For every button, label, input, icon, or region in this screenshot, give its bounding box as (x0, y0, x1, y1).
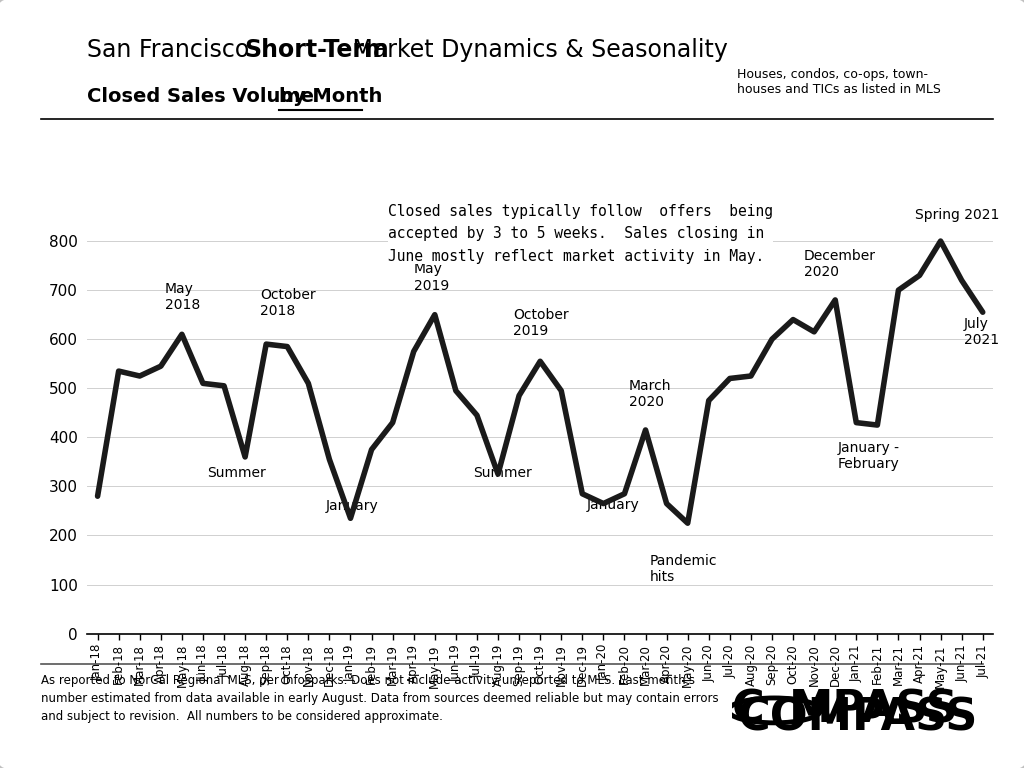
Text: January: January (326, 499, 378, 513)
Text: May
2018: May 2018 (165, 282, 201, 313)
Text: Summer: Summer (473, 465, 531, 480)
Text: C: C (732, 689, 765, 732)
Text: March
2020: March 2020 (629, 379, 671, 409)
Text: May
2019: May 2019 (414, 263, 449, 293)
Text: October
2019: October 2019 (513, 307, 568, 338)
Text: October
2018: October 2018 (260, 288, 315, 318)
Text: MPASS: MPASS (788, 689, 958, 732)
Text: July
2021: July 2021 (964, 317, 998, 347)
Text: Closed sales typically follow  offers  being
accepted by 3 to 5 weeks.  Sales cl: Closed sales typically follow offers bei… (388, 204, 773, 263)
Text: by Month: by Month (279, 87, 382, 105)
Text: Houses, condos, co-ops, town-
houses and TICs as listed in MLS: Houses, condos, co-ops, town- houses and… (737, 68, 941, 96)
Text: December
2020: December 2020 (804, 249, 876, 280)
Text: Spring 2021: Spring 2021 (915, 208, 999, 223)
Text: Summer: Summer (207, 465, 266, 480)
Text: Pandemic
hits: Pandemic hits (650, 554, 717, 584)
Text: Market Dynamics & Seasonality: Market Dynamics & Seasonality (345, 38, 728, 62)
Text: Closed Sales Volume: Closed Sales Volume (87, 87, 321, 105)
Text: San Francisco: San Francisco (87, 38, 257, 62)
Text: January -
February: January - February (838, 442, 899, 472)
Text: Short-Term: Short-Term (244, 38, 389, 62)
Text: January: January (587, 498, 639, 512)
Text: COMPASS: COMPASS (737, 697, 978, 740)
Text: As reported to NorCal Regional MLS, per Infosparks. Does not include activity un: As reported to NorCal Regional MLS, per … (41, 674, 719, 723)
